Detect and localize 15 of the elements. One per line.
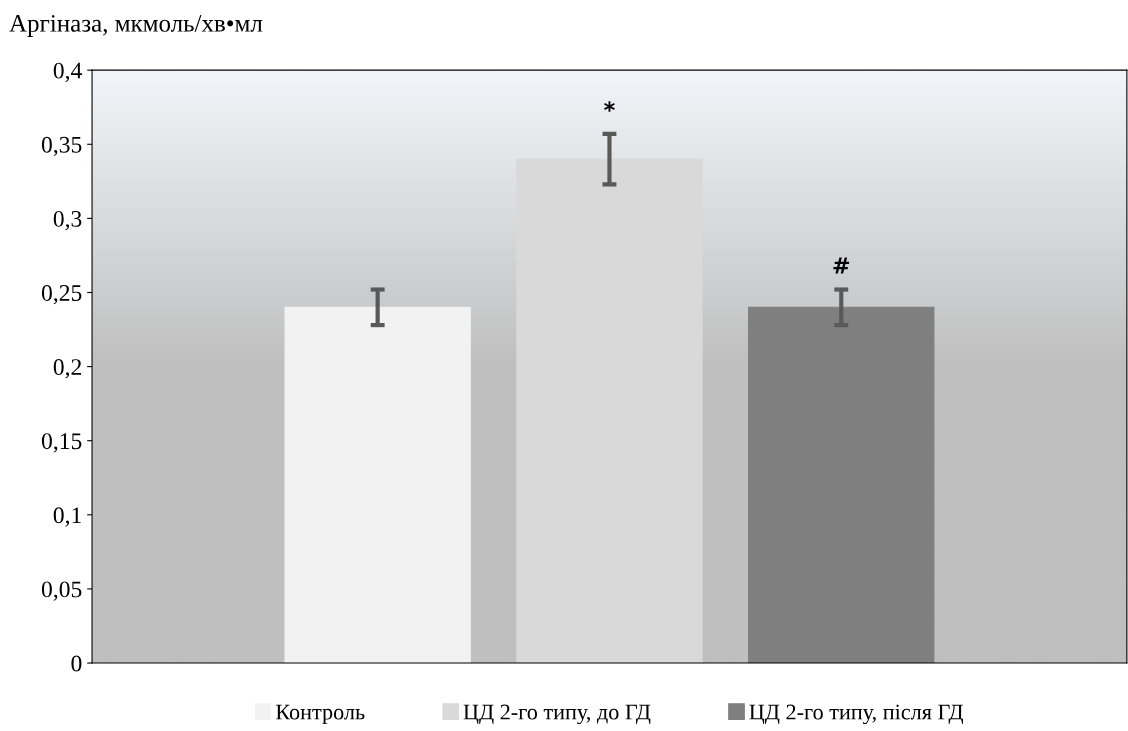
y-axis-title: Аргіназа, мкмоль/хв•мл [9, 15, 263, 37]
y-tick-label: 0,1 [53, 507, 81, 527]
legend-label: ЦД 2-го типу, до ГД [463, 704, 651, 725]
y-tick-label: 0,25 [41, 284, 82, 305]
legend-label: Контроль [275, 704, 365, 725]
y-tick-label: 0,05 [41, 581, 82, 601]
y-tick-label: 0,2 [53, 359, 82, 379]
y-tick-label: 0,4 [53, 62, 82, 82]
y-tick-label: 0,3 [53, 210, 82, 231]
y-tick-label: 0,35 [41, 136, 82, 157]
legend-label: ЦД 2-го типу, після ГД [749, 704, 964, 725]
y-tick-label: 0,15 [41, 433, 82, 453]
annotation: # [833, 257, 850, 274]
y-tick-label: 0 [71, 655, 82, 672]
annotation: * [604, 101, 615, 112]
